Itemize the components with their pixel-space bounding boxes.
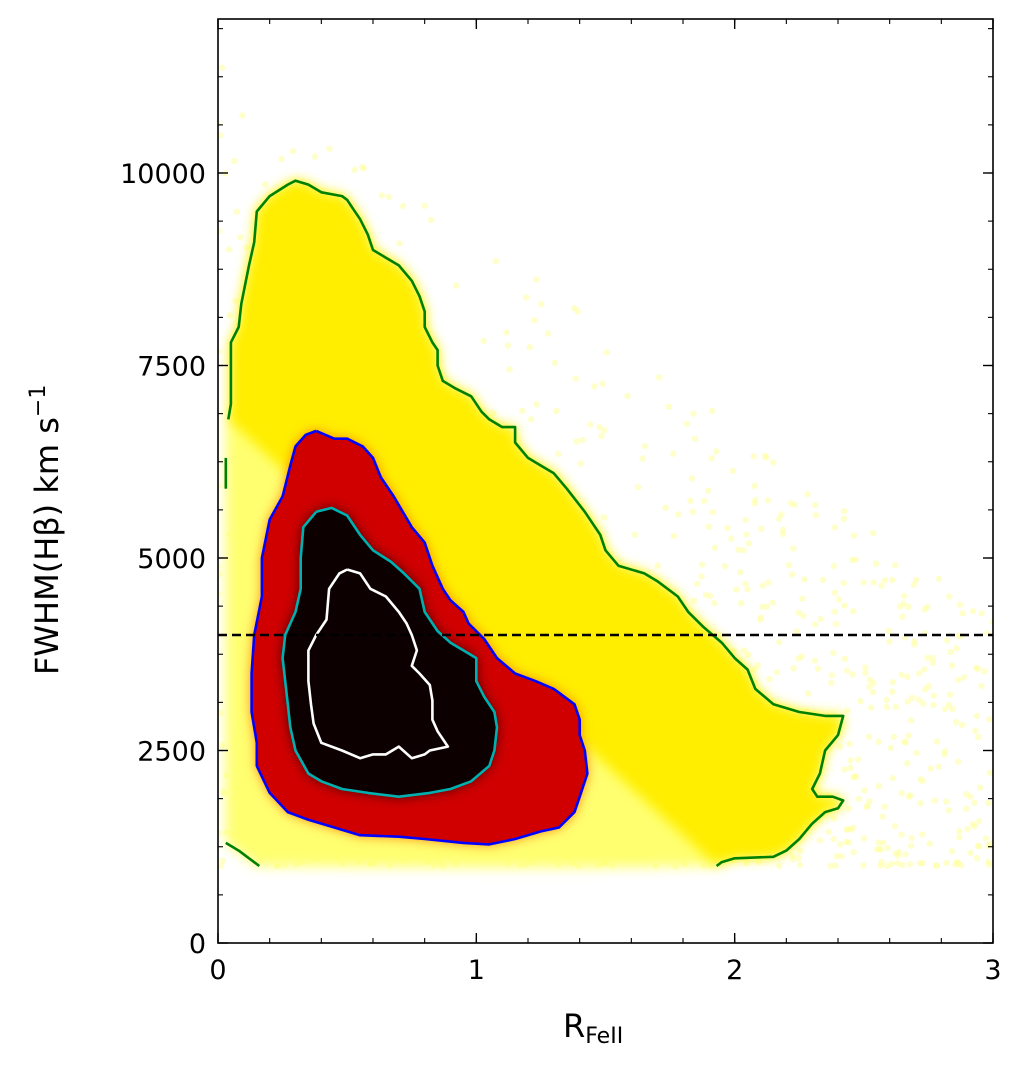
y-tick-label: 7500	[137, 352, 206, 383]
contour-line-6	[307, 568, 450, 760]
contour-lines	[224, 179, 845, 868]
density-level-2	[228, 180, 844, 866]
y-tick-label: 2500	[137, 737, 206, 768]
axis-ticks: 0 1 2 3 0 2500 5000 7500 10000	[120, 19, 1002, 986]
contour-line-4	[250, 429, 589, 846]
y-tick-label: 5000	[137, 544, 206, 575]
contour-line-2	[225, 841, 261, 868]
density-cloud	[218, 64, 993, 870]
y-axis-label-superscript: −1	[26, 385, 51, 417]
x-tick-label: 2	[726, 955, 743, 986]
y-tick-label: 0	[189, 929, 206, 960]
x-axis-label: RFeII	[563, 1007, 623, 1049]
x-tick-label: 0	[209, 955, 226, 986]
y-tick-label: 10000	[120, 159, 206, 190]
contour-line-1	[227, 179, 845, 868]
plot-frame	[217, 18, 994, 944]
y-axis-label: FWHM(Hβ) km s−1	[26, 385, 66, 675]
x-tick-label: 1	[468, 955, 485, 986]
x-axis-label-subscript: FeII	[585, 1024, 623, 1049]
x-tick-label: 3	[984, 955, 1001, 986]
contour-line-5	[281, 506, 499, 799]
